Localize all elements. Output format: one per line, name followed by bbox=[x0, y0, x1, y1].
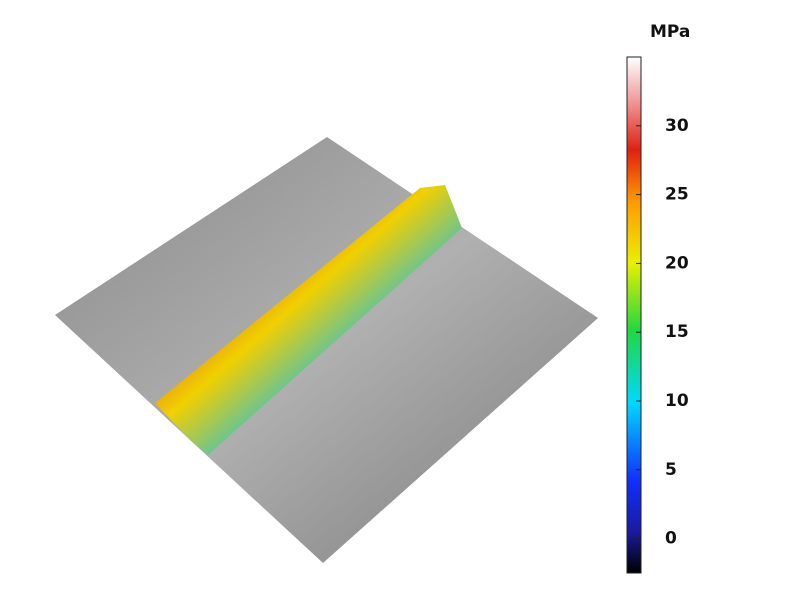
colorbar bbox=[626, 56, 642, 574]
tick-label: 5 bbox=[665, 460, 677, 480]
tick-label: 30 bbox=[665, 116, 689, 136]
tick-label: 15 bbox=[665, 322, 689, 342]
surface-plate bbox=[55, 137, 598, 563]
colorbar-label: MPa bbox=[650, 22, 690, 42]
tick-label: 10 bbox=[665, 391, 689, 411]
tick-label: 20 bbox=[665, 253, 689, 273]
tick-label: 0 bbox=[665, 529, 677, 549]
weld-ridge bbox=[155, 185, 462, 455]
tick-label: 25 bbox=[665, 185, 689, 205]
